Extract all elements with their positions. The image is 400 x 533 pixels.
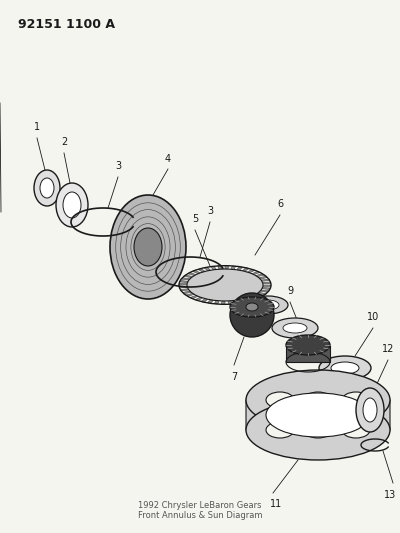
Ellipse shape <box>248 296 288 314</box>
Polygon shape <box>198 269 205 272</box>
Polygon shape <box>262 282 271 284</box>
Ellipse shape <box>266 393 370 437</box>
Ellipse shape <box>283 323 307 333</box>
Ellipse shape <box>134 228 162 266</box>
Polygon shape <box>286 345 330 362</box>
Polygon shape <box>201 298 208 302</box>
Ellipse shape <box>230 297 274 317</box>
Text: 1: 1 <box>34 122 40 132</box>
Ellipse shape <box>34 170 60 206</box>
Ellipse shape <box>304 392 332 408</box>
Ellipse shape <box>246 400 390 460</box>
Polygon shape <box>180 280 188 282</box>
Ellipse shape <box>356 388 384 432</box>
Polygon shape <box>184 275 192 278</box>
Ellipse shape <box>63 192 81 218</box>
Polygon shape <box>188 272 196 276</box>
Polygon shape <box>259 276 268 279</box>
Ellipse shape <box>342 422 370 438</box>
Polygon shape <box>192 270 200 274</box>
Polygon shape <box>186 293 194 296</box>
Polygon shape <box>179 284 187 285</box>
Ellipse shape <box>110 195 186 299</box>
Polygon shape <box>261 279 270 281</box>
Ellipse shape <box>331 362 359 374</box>
Polygon shape <box>373 387 390 443</box>
Polygon shape <box>179 286 188 288</box>
Polygon shape <box>231 266 236 270</box>
Polygon shape <box>256 273 264 277</box>
Polygon shape <box>181 278 190 280</box>
Polygon shape <box>263 285 271 287</box>
Ellipse shape <box>257 300 279 310</box>
Polygon shape <box>258 292 266 295</box>
Polygon shape <box>245 298 252 302</box>
Ellipse shape <box>187 269 263 301</box>
Polygon shape <box>252 271 260 274</box>
Polygon shape <box>260 290 269 293</box>
Text: 13: 13 <box>384 490 396 500</box>
Ellipse shape <box>266 422 294 438</box>
Polygon shape <box>228 301 232 304</box>
Ellipse shape <box>40 178 54 198</box>
Polygon shape <box>254 294 262 297</box>
Ellipse shape <box>286 335 330 355</box>
Ellipse shape <box>56 183 88 227</box>
Ellipse shape <box>363 398 377 422</box>
Ellipse shape <box>230 293 274 337</box>
Text: 12: 12 <box>382 344 394 354</box>
Polygon shape <box>221 301 225 304</box>
Text: 9: 9 <box>287 286 293 296</box>
Polygon shape <box>190 295 198 298</box>
Polygon shape <box>195 297 203 301</box>
Ellipse shape <box>246 303 258 311</box>
Polygon shape <box>240 299 246 303</box>
Polygon shape <box>247 269 255 273</box>
Polygon shape <box>207 300 213 303</box>
Polygon shape <box>182 291 191 294</box>
Text: 5: 5 <box>192 214 198 224</box>
Text: 4: 4 <box>165 154 171 164</box>
Polygon shape <box>225 265 229 269</box>
Polygon shape <box>237 266 243 270</box>
Polygon shape <box>218 266 222 269</box>
Text: 1992 Chrysler LeBaron Gears
Front Annulus & Sun Diagram: 1992 Chrysler LeBaron Gears Front Annulu… <box>138 500 262 520</box>
Ellipse shape <box>319 356 371 380</box>
Text: 3: 3 <box>115 161 121 171</box>
Ellipse shape <box>304 422 332 438</box>
Polygon shape <box>234 300 239 304</box>
Ellipse shape <box>246 370 390 430</box>
Text: 3: 3 <box>207 206 213 216</box>
Polygon shape <box>242 268 249 271</box>
Text: 2: 2 <box>61 137 67 147</box>
Polygon shape <box>211 266 216 270</box>
Ellipse shape <box>272 318 318 338</box>
Polygon shape <box>180 289 189 291</box>
Polygon shape <box>246 387 263 443</box>
Polygon shape <box>262 287 270 289</box>
Text: 10: 10 <box>367 312 379 322</box>
Text: 11: 11 <box>270 499 282 509</box>
Polygon shape <box>204 267 210 271</box>
Ellipse shape <box>342 392 370 408</box>
Text: 6: 6 <box>277 199 283 209</box>
Text: 7: 7 <box>231 372 237 382</box>
Polygon shape <box>250 296 258 300</box>
Ellipse shape <box>266 392 294 408</box>
Polygon shape <box>214 301 219 304</box>
Text: 92151 1100 A: 92151 1100 A <box>18 18 115 31</box>
